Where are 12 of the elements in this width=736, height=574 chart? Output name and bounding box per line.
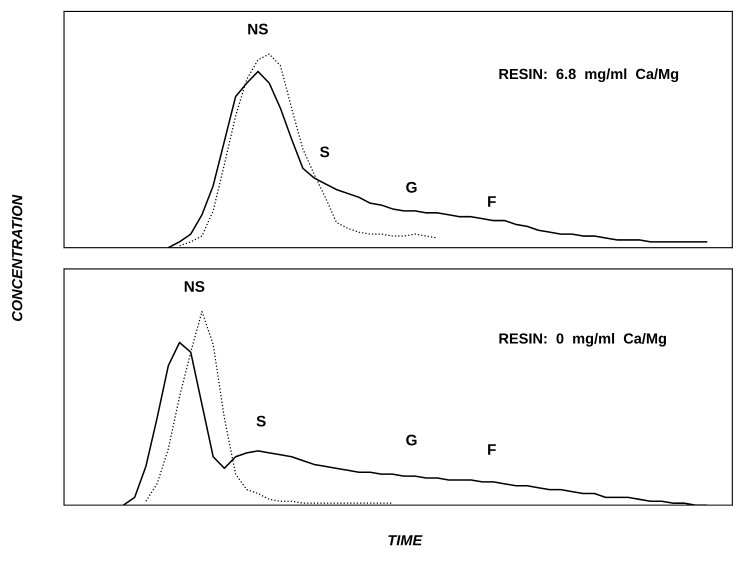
annotation: S [256,416,266,427]
x-axis-title: TIME [388,535,423,546]
text: NS [184,281,204,292]
annotation: RESIN: 6.8 mg/ml Ca/Mg [499,68,678,82]
annotation: F [488,444,496,455]
annotation: S [320,146,330,158]
text: NS [248,24,268,34]
annotation: G [406,182,417,193]
annotation: RESIN: 0 mg/ml Ca/Mg [499,332,666,347]
annotation: G [406,434,417,446]
annotation: F [488,196,496,207]
y-axis-title: CONCENTRATION [12,194,22,322]
